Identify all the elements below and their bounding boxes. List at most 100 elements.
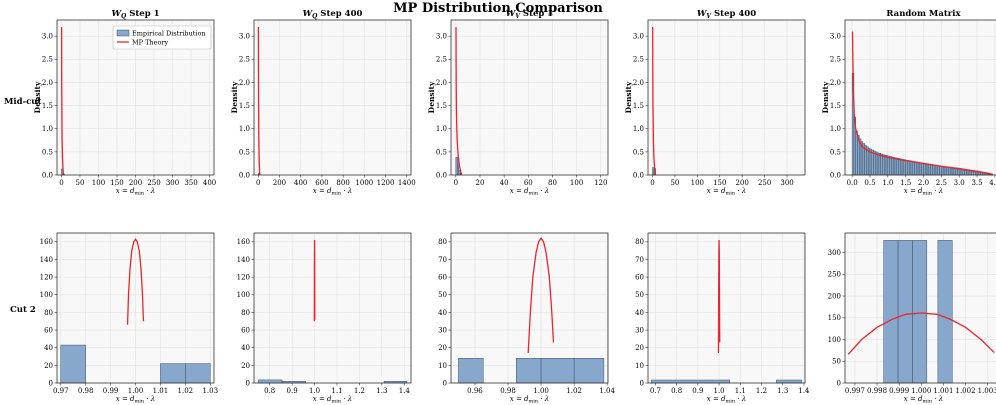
y-tick-label: 20 <box>438 344 447 352</box>
x-tick-label: 0.997 <box>845 387 865 395</box>
y-tick-label: 40 <box>44 344 53 352</box>
x-tick-label: 800 <box>336 179 349 187</box>
y-tick-label: 120 <box>40 274 53 282</box>
x-tick-label: 1.5 <box>900 179 911 187</box>
y-tick-label: 100 <box>828 336 841 344</box>
x-tick-label: 0 <box>256 179 260 187</box>
plot-area <box>254 20 411 175</box>
y-tick-label: 80 <box>635 238 644 246</box>
histogram-bar <box>962 169 965 176</box>
y-tick-label: 2.5 <box>239 56 250 64</box>
panel-title: WV Step 1 <box>506 9 554 20</box>
x-tick-label: 0.99 <box>103 387 119 395</box>
panel-0: 0 50 100 150 200 250 300 350 400 0.0 0.5 1.0 1.5 2.0 2… <box>33 9 216 197</box>
panel-7: 0.96 0.98 1.00 1.02 1.04 0 10 20 30 40 50 60 70 80 x =… <box>438 232 616 405</box>
plot-area <box>648 233 805 383</box>
panel-title: Random Matrix <box>886 9 961 19</box>
x-tick-label: 0.5 <box>864 179 875 187</box>
plot-area <box>648 20 805 175</box>
x-tick-label: 1.0 <box>714 387 725 395</box>
histogram-bar <box>966 170 969 176</box>
plot-area <box>254 233 411 383</box>
histogram-bar <box>957 168 960 176</box>
panel-5: 0.97 0.98 0.99 1.00 1.01 1.02 1.03 0 20 40 60 80 100… <box>40 232 218 405</box>
x-tick-label: 2.5 <box>936 179 947 187</box>
x-tick-label: 1.002 <box>955 387 975 395</box>
x-tick-label: 1.4 <box>798 387 810 395</box>
x-tick-label: 400 <box>294 179 307 187</box>
y-tick-label: 0.5 <box>239 148 250 156</box>
y-tick-label: 3.0 <box>239 33 250 41</box>
y-tick-label: 1.5 <box>239 102 250 110</box>
x-tick-label: 0.96 <box>467 387 483 395</box>
histogram-bar <box>917 162 921 176</box>
x-tick-label: 0.8 <box>671 387 682 395</box>
x-tick-label: 50 <box>75 179 84 187</box>
histogram-bar <box>60 344 86 384</box>
figure-title: MP Distribution Comparison <box>393 1 603 16</box>
legend-swatch-empirical <box>116 29 130 37</box>
mp-theory-curve <box>717 240 721 354</box>
x-tick-label: 0.98 <box>500 387 516 395</box>
axes-frame <box>450 232 609 384</box>
histogram-bar <box>932 164 935 176</box>
histogram-bar <box>971 171 974 176</box>
histogram-bar <box>958 169 962 176</box>
histogram-bar <box>976 172 980 176</box>
x-tick-label: 2.0 <box>918 179 929 187</box>
histogram-bar <box>458 358 484 384</box>
histogram-bar <box>880 153 883 176</box>
y-tick-label: 2.0 <box>436 79 447 87</box>
x-axis-label: x = dmin · λ <box>313 187 352 197</box>
histogram-bar <box>926 163 930 176</box>
y-tick-label: 1.5 <box>830 102 841 110</box>
histogram-bar <box>185 363 211 384</box>
x-tick-label: 0 <box>454 179 458 187</box>
y-tick-label: 1.0 <box>830 125 841 133</box>
y-tick-label: 50 <box>438 291 447 299</box>
x-tick-label: 0 <box>59 179 63 187</box>
y-tick-label: 3.0 <box>436 33 447 41</box>
y-tick-label: 160 <box>237 238 250 246</box>
x-tick-label: 150 <box>110 179 123 187</box>
y-tick-label: 20 <box>635 344 644 352</box>
histogram-bar <box>946 167 949 176</box>
y-tick-label: 50 <box>635 291 644 299</box>
histogram-bar <box>941 166 944 176</box>
x-tick-label: 1.0 <box>309 387 320 395</box>
histogram-bar <box>883 240 899 384</box>
x-tick-label: 20 <box>476 179 485 187</box>
x-tick-label: 250 <box>758 179 771 187</box>
histogram-bar <box>884 154 887 176</box>
histogram-bar <box>974 171 978 176</box>
x-tick-label: 1.02 <box>566 387 582 395</box>
histogram-bar <box>540 358 575 384</box>
x-tick-label: 120 <box>594 179 607 187</box>
histogram-bar <box>937 165 940 176</box>
x-tick-label: 200 <box>273 179 286 187</box>
y-tick-label: 1.0 <box>633 125 644 133</box>
x-tick-label: 0.999 <box>889 387 909 395</box>
y-tick-label: 250 <box>828 271 841 279</box>
y-tick-label: 70 <box>635 256 644 264</box>
y-tick-label: 100 <box>40 291 53 299</box>
histogram-bar <box>948 167 951 176</box>
mp-theory-curve <box>847 312 995 355</box>
histogram-bar <box>933 165 937 176</box>
histogram-bar <box>573 358 605 384</box>
histogram-bar <box>897 240 913 384</box>
x-tick-label: 0.97 <box>53 387 69 395</box>
x-tick-label: 1.001 <box>933 387 953 395</box>
x-axis-label: x = dmin · λ <box>707 395 746 405</box>
x-tick-label: 80 <box>548 179 557 187</box>
histogram-bar <box>914 161 917 176</box>
x-tick-label: 1.04 <box>599 387 615 395</box>
x-tick-label: 0.9 <box>287 387 298 395</box>
y-tick-label: 0.5 <box>830 148 841 156</box>
histogram-bar <box>950 167 953 176</box>
x-tick-label: 1.003 <box>978 387 996 395</box>
y-tick-label: 80 <box>44 309 53 317</box>
histogram-bar <box>925 163 928 176</box>
histogram-bar <box>898 158 901 176</box>
